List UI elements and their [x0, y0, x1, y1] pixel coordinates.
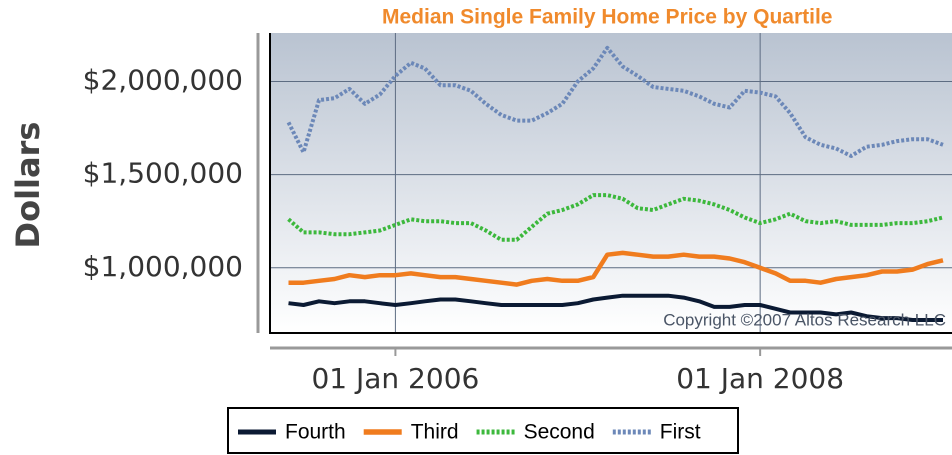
- legend-label: Third: [411, 421, 459, 444]
- grid: [270, 33, 952, 333]
- annotation: Copyright ©2007 Altos Research LLC: [663, 310, 946, 329]
- x-tick-label: 01 Jan 2006: [311, 362, 479, 395]
- lines: [286, 45, 944, 322]
- legend-label: Second: [524, 421, 595, 444]
- series-line: [288, 250, 944, 287]
- legend-label: First: [660, 421, 701, 444]
- legend-label: Fourth: [285, 421, 346, 444]
- series-line: [288, 293, 943, 322]
- chart-title: Median Single Family Home Price by Quart…: [382, 6, 832, 29]
- series-line: [286, 45, 944, 158]
- x-tick-label: 01 Jan 2008: [676, 362, 844, 395]
- series-line: [287, 193, 944, 242]
- y-tick-label: $1,500,000: [83, 157, 243, 190]
- y-tick-label: $2,000,000: [83, 63, 243, 96]
- legend-items: Fourth Third Second First: [238, 421, 701, 444]
- y-axis-label: Dollars: [9, 122, 47, 249]
- y-tick-label: $1,000,000: [83, 250, 243, 283]
- plot-area: [270, 33, 952, 333]
